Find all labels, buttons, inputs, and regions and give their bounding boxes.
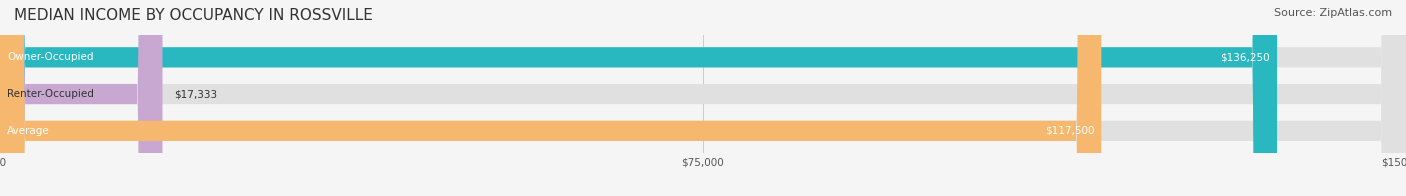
Text: Average: Average	[7, 126, 49, 136]
Text: Owner-Occupied: Owner-Occupied	[7, 52, 94, 62]
Text: Source: ZipAtlas.com: Source: ZipAtlas.com	[1274, 8, 1392, 18]
FancyBboxPatch shape	[0, 0, 1277, 196]
Text: $117,500: $117,500	[1045, 126, 1094, 136]
Text: Renter-Occupied: Renter-Occupied	[7, 89, 94, 99]
Text: MEDIAN INCOME BY OCCUPANCY IN ROSSVILLE: MEDIAN INCOME BY OCCUPANCY IN ROSSVILLE	[14, 8, 373, 23]
FancyBboxPatch shape	[0, 0, 1101, 196]
FancyBboxPatch shape	[0, 0, 163, 196]
Text: $136,250: $136,250	[1220, 52, 1270, 62]
Text: $17,333: $17,333	[174, 89, 217, 99]
